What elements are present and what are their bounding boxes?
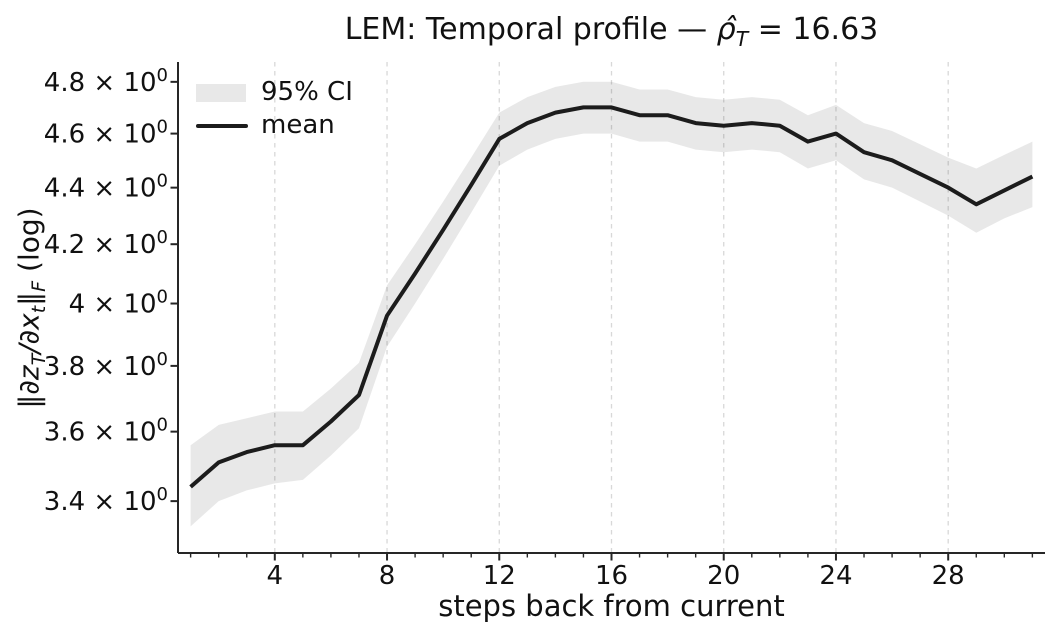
norm-close: ‖ [12,291,46,306]
ci-band-swatch [196,83,246,102]
y-tick-label: 3.4 × 100 [44,484,168,517]
y-tick-label: 4.6 × 100 [44,117,168,150]
y-tick-label: 4.2 × 100 [44,227,168,260]
partial-x: /∂x [12,313,46,354]
y-tick-label: 3.8 × 100 [44,349,168,382]
x-tick-label: 16 [595,561,628,591]
title-rho-hat: ρ̂ [716,12,736,47]
chart-title: LEM: Temporal profile — ρ̂T = 16.63 [178,12,1045,51]
x-tick-label: 4 [267,561,284,591]
legend-item-mean: mean [196,109,353,142]
title-value: = 16.63 [748,12,879,47]
y-axis-label: ‖∂zT/∂xt‖F (log) [12,63,51,554]
legend-item-ci: 95% CI [196,76,353,109]
mean-line [189,105,1034,489]
ci-band [190,81,1033,527]
y-tick-label: 3.6 × 100 [44,415,168,448]
ci-band-label: 95% CI [261,77,353,107]
x-tick-label: 28 [932,561,965,591]
x-tick-label: 8 [379,561,396,591]
y-tick-label: 4.8 × 100 [44,65,168,98]
subscript-F: F [28,280,51,292]
subscript-T: T [28,353,51,366]
title-rho-subscript: T [735,27,749,51]
x-axis-label: steps back from current [438,589,785,623]
mean-line-swatch [196,123,248,128]
y-tick-label: 4 × 100 [69,287,168,320]
x-tick-label: 12 [483,561,516,591]
norm-open: ‖ [12,394,46,409]
x-tick-label: 24 [819,561,852,591]
partial-z: ∂z [12,365,46,395]
x-tick-label: 20 [707,561,740,591]
legend: 95% CI mean [196,76,353,142]
y-label-tail: (log) [12,207,46,281]
mean-line-label: mean [261,110,335,140]
title-text: LEM: Temporal profile — [344,12,717,47]
subscript-t: t [28,305,51,314]
y-tick-label: 4.4 × 100 [44,171,168,204]
